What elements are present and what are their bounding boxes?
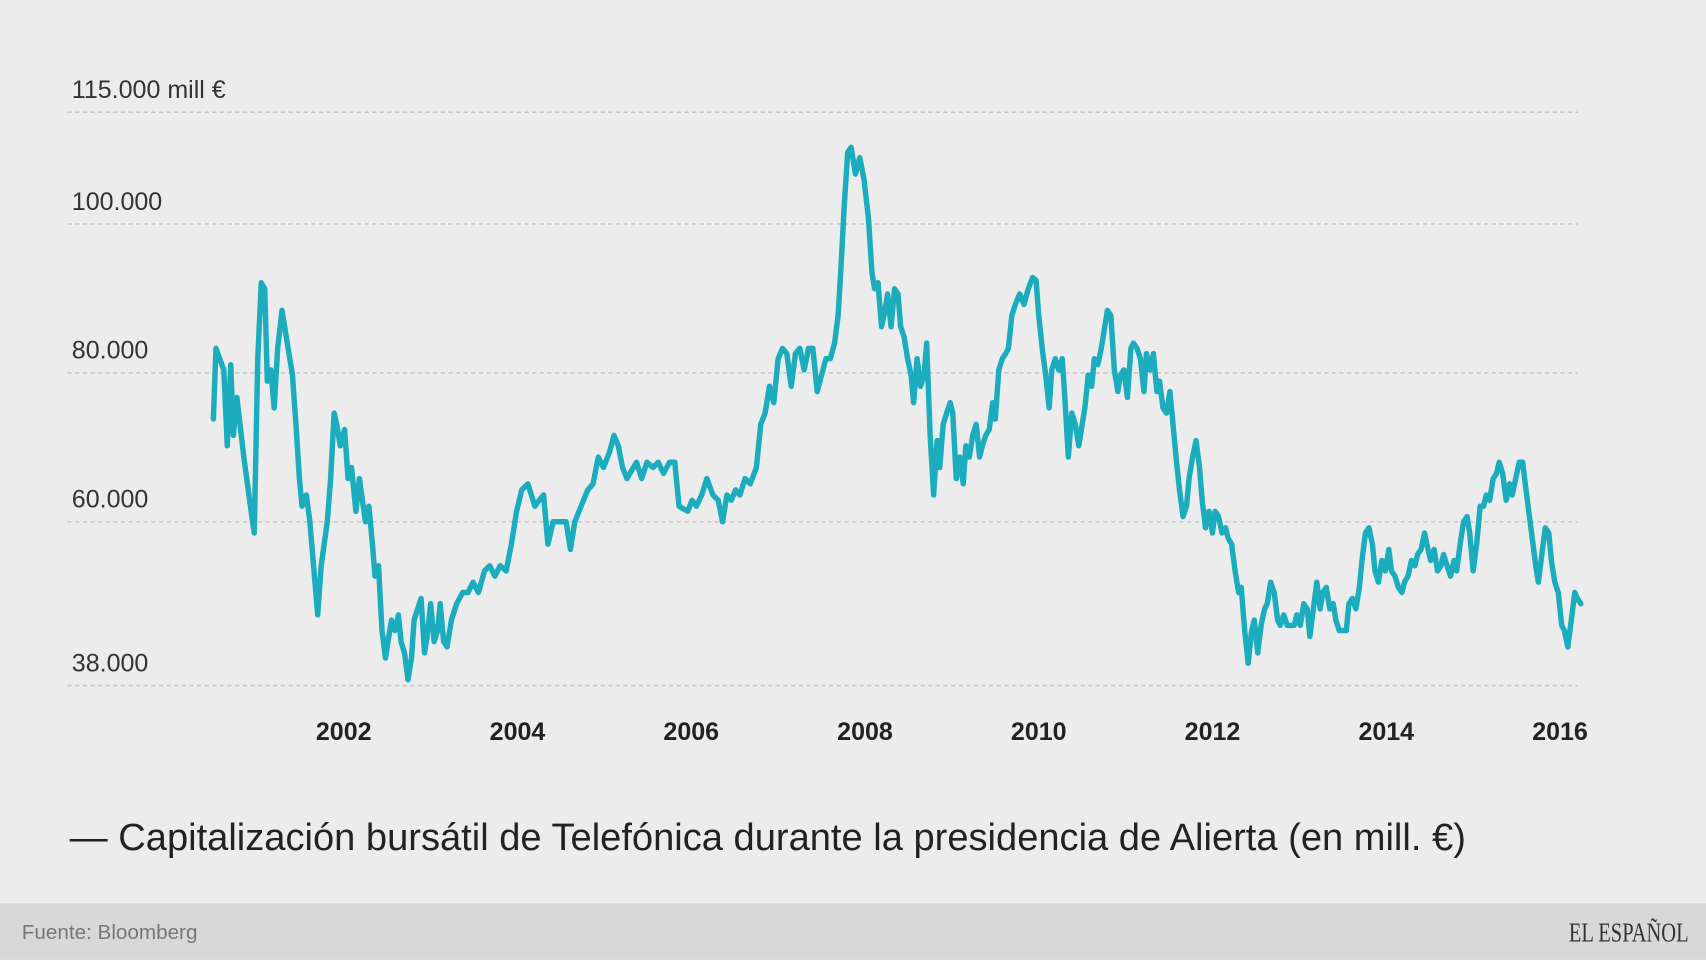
x-tick-label: 2016 — [1532, 718, 1588, 746]
x-tick-label: 2006 — [663, 718, 719, 746]
x-tick-label: 2008 — [837, 718, 893, 746]
brand-logo: EL ESPAÑOL — [1569, 917, 1689, 947]
data-line — [210, 144, 1584, 683]
x-tick-label: 2012 — [1185, 718, 1241, 746]
x-tick-label: 2010 — [1011, 718, 1067, 746]
y-tick-label: 80.000 — [72, 337, 149, 365]
y-tick-label: 60.000 — [72, 486, 149, 514]
chart-title: — Capitalización bursátil de Telefónica … — [70, 817, 1466, 859]
x-tick-label: 2014 — [1358, 718, 1414, 746]
x-tick-label: 2002 — [316, 718, 372, 746]
y-tick-label: 115.000 mill € — [72, 76, 226, 104]
y-tick-label: 100.000 — [72, 188, 162, 216]
footer-band — [0, 903, 1706, 960]
y-tick-label: 38.000 — [72, 649, 149, 677]
source-note: Fuente: Bloomberg — [22, 921, 198, 944]
x-tick-label: 2004 — [490, 718, 546, 746]
